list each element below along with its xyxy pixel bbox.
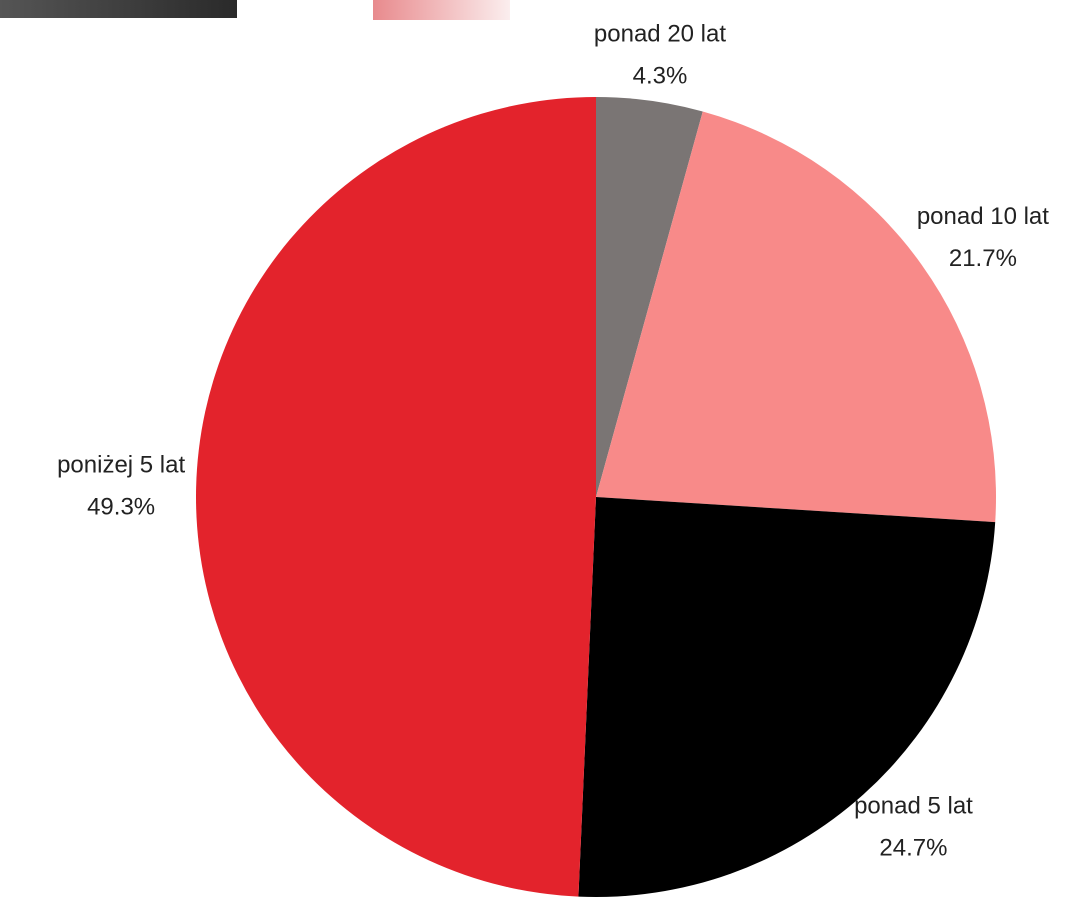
pie: ponad 20 lat 4.3% ponad 10 lat 21.7% ponad 5… bbox=[57, 20, 1049, 897]
slice-label: poniżej 5 lat bbox=[57, 452, 185, 479]
slice-value-label: 24.7% bbox=[879, 834, 947, 861]
slice-label: ponad 5 lat bbox=[854, 792, 973, 819]
slice-value-label: 4.3% bbox=[633, 62, 688, 89]
pie-slice bbox=[578, 497, 996, 897]
slice-value-label: 21.7% bbox=[949, 245, 1017, 272]
slice-label: ponad 10 lat bbox=[917, 203, 1049, 230]
pie-slice bbox=[596, 111, 996, 523]
pie-slice bbox=[596, 97, 703, 497]
slice-label: ponad 20 lat bbox=[594, 20, 726, 47]
header-accent bbox=[373, 0, 510, 20]
header-image bbox=[0, 0, 237, 18]
pie-slice bbox=[196, 97, 596, 897]
slice-value-label: 49.3% bbox=[87, 494, 155, 521]
